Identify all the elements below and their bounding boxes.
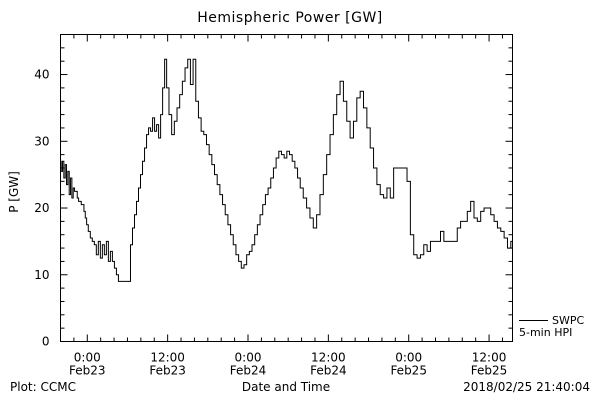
plot-frame (60, 34, 513, 342)
x-axis-tick-label-time: 0:00 (395, 351, 422, 365)
y-axis-tick-label: 10 (34, 268, 49, 282)
data-series-swpc-hpi (60, 58, 513, 282)
page-title: Hemispheric Power [GW] (197, 10, 383, 26)
x-axis-tick-label-time: 0:00 (235, 351, 262, 365)
x-axis-tick-label-date: Feb23 (149, 364, 186, 378)
plot-credit: Plot: CCMC (10, 380, 76, 394)
x-axis-ticks (60, 34, 503, 342)
x-axis-tick-label-date: Feb23 (69, 364, 106, 378)
x-axis-tick-label-time: 12:00 (472, 351, 507, 365)
x-axis-tick-label-time: 0:00 (74, 351, 101, 365)
x-axis-label: Date and Time (242, 380, 330, 394)
x-axis-tick-label-date: Feb25 (390, 364, 427, 378)
x-axis-tick-label-time: 12:00 (311, 351, 346, 365)
x-axis-tick-label-time: 12:00 (150, 351, 185, 365)
y-axis-tick-labels: 0 10 20 30 40 (34, 68, 49, 349)
timestamp: 2018/02/25 21:40:04 (463, 380, 590, 394)
y-axis-tick-label: 20 (34, 201, 49, 215)
legend-label-line2: 5-min HPI (519, 326, 572, 339)
y-axis-tick-label: 40 (34, 68, 49, 82)
y-axis-tick-label: 0 (42, 335, 50, 349)
x-axis-tick-label-date: Feb25 (471, 364, 508, 378)
y-axis-ticks (60, 34, 513, 342)
x-axis-tick-label-date: Feb24 (310, 364, 347, 378)
x-axis-tick-labels: 0:00Feb2312:00Feb230:00Feb2412:00Feb240:… (69, 351, 507, 378)
y-axis-label: P [GW] (7, 171, 21, 213)
legend-label-line1: SWPC (552, 314, 584, 327)
y-axis-tick-label: 30 (34, 134, 49, 148)
x-axis-tick-label-date: Feb24 (230, 364, 267, 378)
